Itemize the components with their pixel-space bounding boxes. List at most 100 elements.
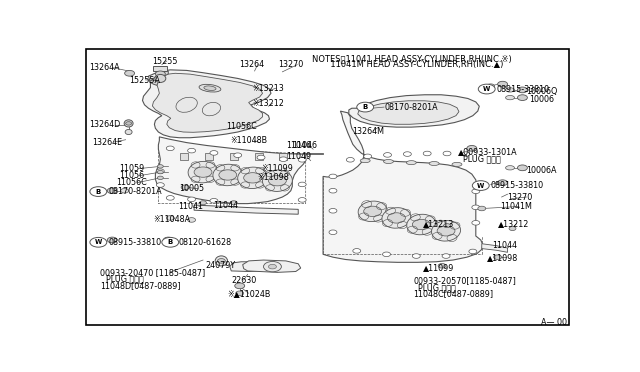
Text: 13264A: 13264A: [89, 63, 120, 72]
Circle shape: [518, 95, 527, 100]
Text: ▲00933-1301A: ▲00933-1301A: [458, 147, 518, 156]
Polygon shape: [482, 244, 508, 252]
Circle shape: [157, 165, 163, 168]
Text: NOTES、11041 HEAD ASSY-CYLINDER,RH(INC.※): NOTES、11041 HEAD ASSY-CYLINDER,RH(INC.※): [312, 55, 512, 64]
Text: ▲11098: ▲11098: [486, 253, 518, 262]
Text: 00933-20570[1185-0487]: 00933-20570[1185-0487]: [413, 276, 516, 285]
Circle shape: [121, 189, 129, 193]
Ellipse shape: [382, 208, 411, 228]
Ellipse shape: [506, 88, 515, 92]
Circle shape: [125, 70, 134, 76]
Text: B: B: [168, 239, 173, 245]
Polygon shape: [150, 71, 168, 85]
Ellipse shape: [431, 221, 461, 241]
Circle shape: [486, 84, 495, 89]
Circle shape: [498, 81, 508, 87]
Circle shape: [156, 183, 164, 187]
Circle shape: [188, 148, 196, 153]
Circle shape: [90, 237, 107, 247]
Circle shape: [162, 237, 179, 247]
Ellipse shape: [452, 162, 462, 166]
Circle shape: [388, 213, 405, 223]
Ellipse shape: [383, 160, 394, 164]
Text: 10006: 10006: [529, 95, 554, 104]
Polygon shape: [323, 111, 483, 262]
Bar: [230, 154, 237, 160]
Circle shape: [163, 237, 173, 243]
Text: A— 00: A— 00: [541, 318, 567, 327]
Polygon shape: [156, 137, 306, 203]
Text: ▲13213: ▲13213: [423, 219, 454, 228]
Polygon shape: [306, 153, 323, 154]
Circle shape: [478, 84, 495, 94]
Text: 10006Q: 10006Q: [527, 87, 558, 96]
Text: 11041M HEAD ASSY-CYLINDER,RH(INC.▲): 11041M HEAD ASSY-CYLINDER,RH(INC.▲): [312, 60, 504, 70]
Circle shape: [518, 165, 527, 171]
Text: 10006A: 10006A: [527, 166, 557, 174]
Circle shape: [364, 206, 381, 217]
Polygon shape: [152, 73, 262, 132]
Text: ※11048B: ※11048B: [230, 136, 268, 145]
Ellipse shape: [360, 158, 370, 163]
Circle shape: [353, 248, 361, 253]
Ellipse shape: [155, 74, 166, 83]
Circle shape: [383, 252, 390, 257]
Circle shape: [509, 227, 516, 231]
Circle shape: [200, 201, 207, 205]
Circle shape: [188, 218, 196, 222]
Text: 11041: 11041: [178, 202, 204, 211]
Text: 13270: 13270: [508, 193, 533, 202]
Circle shape: [346, 157, 355, 162]
Circle shape: [298, 198, 306, 202]
Circle shape: [329, 174, 337, 179]
Circle shape: [108, 237, 117, 243]
Text: B: B: [96, 189, 101, 195]
Ellipse shape: [125, 129, 132, 135]
Text: W: W: [95, 239, 102, 245]
Circle shape: [219, 170, 237, 180]
Circle shape: [438, 263, 446, 268]
Text: ※13213: ※13213: [253, 84, 284, 93]
Ellipse shape: [406, 161, 416, 165]
Text: W: W: [483, 86, 490, 92]
Circle shape: [472, 205, 480, 210]
Polygon shape: [358, 101, 459, 124]
Circle shape: [244, 173, 262, 183]
Text: ※13212: ※13212: [253, 99, 285, 108]
Text: 11041M: 11041M: [500, 202, 532, 211]
Text: 13264M: 13264M: [352, 126, 384, 136]
Text: 08170-8201A: 08170-8201A: [384, 103, 438, 112]
Circle shape: [298, 157, 306, 162]
Circle shape: [443, 151, 451, 156]
Bar: [154, 66, 167, 71]
Circle shape: [280, 157, 287, 161]
Circle shape: [269, 176, 286, 186]
Circle shape: [364, 154, 372, 158]
Text: ※11099: ※11099: [261, 164, 293, 173]
Circle shape: [210, 151, 218, 155]
Ellipse shape: [429, 161, 439, 166]
Text: 10005: 10005: [179, 184, 204, 193]
Circle shape: [403, 152, 412, 156]
Circle shape: [467, 145, 477, 151]
Text: 08915-33810: 08915-33810: [491, 181, 544, 190]
Circle shape: [181, 185, 189, 190]
Circle shape: [412, 219, 430, 230]
Text: 11044: 11044: [213, 201, 238, 211]
Ellipse shape: [506, 166, 515, 170]
Text: 11049: 11049: [286, 153, 311, 161]
Ellipse shape: [506, 96, 515, 100]
Text: 11048C[0487-0889]: 11048C[0487-0889]: [413, 289, 493, 298]
Text: 11046: 11046: [292, 141, 317, 150]
Text: 08915-33810: 08915-33810: [108, 238, 161, 247]
Circle shape: [125, 122, 132, 125]
Text: 11056: 11056: [118, 171, 144, 180]
Ellipse shape: [262, 170, 292, 192]
Circle shape: [298, 182, 306, 187]
Bar: [255, 154, 262, 160]
Circle shape: [157, 176, 163, 180]
Text: 08915-33810: 08915-33810: [497, 84, 550, 93]
Bar: [280, 154, 287, 160]
Circle shape: [472, 181, 489, 190]
Polygon shape: [143, 70, 271, 138]
